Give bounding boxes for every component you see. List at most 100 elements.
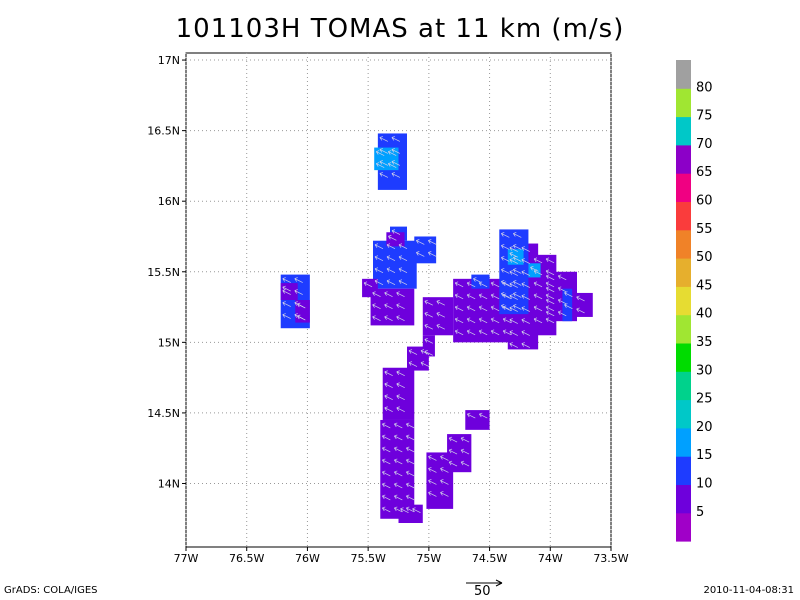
wind-vector <box>384 382 393 389</box>
wind-vector <box>509 258 518 264</box>
y-tick-label: 14.5N <box>147 407 180 420</box>
colorbar-label: 25 <box>696 392 713 407</box>
reference-vector <box>466 579 503 587</box>
wind-vector <box>521 342 530 348</box>
wind-vector <box>374 267 384 274</box>
wind-vector <box>509 330 518 336</box>
wind-vector <box>512 268 522 274</box>
wind-vector <box>466 317 476 324</box>
wind-vector <box>381 482 391 489</box>
wind-vector <box>296 302 306 309</box>
wind-vector <box>478 305 488 312</box>
wind-vector <box>381 494 391 501</box>
wind-vector <box>393 458 403 465</box>
wind-vector <box>408 361 418 367</box>
wind-vector <box>454 329 464 336</box>
wind-vector <box>530 265 539 272</box>
y-tick-label: 15N <box>158 336 180 349</box>
wind-vector <box>576 307 585 314</box>
wind-vector <box>282 301 291 307</box>
wind-vector <box>512 304 522 310</box>
wind-vector <box>415 239 425 245</box>
colorbar-label: 45 <box>696 278 713 293</box>
chart-title: 101103H TOMAS at 11 km (m/s) <box>175 14 625 44</box>
wind-vector <box>454 317 464 324</box>
wind-vector <box>478 317 488 324</box>
wind-vector <box>384 303 393 310</box>
wind-vector <box>478 293 488 300</box>
wind-vector <box>521 258 530 264</box>
wind-vector <box>454 293 464 300</box>
wind-vector <box>521 318 530 324</box>
wind-vector <box>396 382 405 389</box>
colorbar-segment <box>676 512 691 542</box>
wind-vector <box>533 317 543 324</box>
wind-vector <box>424 349 433 356</box>
wind-vector <box>374 255 384 262</box>
wind-vector <box>398 279 408 286</box>
wind-vector <box>405 422 415 429</box>
wind-vector <box>405 470 415 477</box>
y-tick-label: 16N <box>158 195 180 208</box>
wind-vector <box>545 274 555 281</box>
wind-vector <box>405 458 415 465</box>
wind-vector <box>576 295 585 302</box>
wind-vector <box>509 282 518 288</box>
wind-vector <box>384 291 393 298</box>
colorbar-segment <box>676 343 691 372</box>
wind-vector <box>521 294 530 300</box>
footer-timestamp: 2010-11-04-08:31 <box>703 585 794 596</box>
wind-vector <box>381 458 391 465</box>
wind-vector <box>500 304 510 310</box>
colorbar-segment <box>676 116 691 146</box>
colorbar-label: 35 <box>696 335 713 350</box>
wind-vector <box>387 150 397 156</box>
colorbar-segment <box>676 201 691 231</box>
wind-vector <box>512 244 522 250</box>
wind-cell <box>373 240 417 289</box>
colorbar-segment <box>676 371 691 401</box>
colorbar-segment <box>676 456 691 485</box>
wind-vector <box>381 506 391 513</box>
x-tick-label: 76W <box>295 552 320 565</box>
wind-vector <box>379 148 389 154</box>
wind-vector <box>557 274 567 281</box>
wind-vector <box>374 279 384 286</box>
wind-vector <box>379 136 389 142</box>
wind-vector <box>521 306 530 312</box>
colorbar-segment <box>676 258 691 287</box>
y-axis-ticks: 14N 14.5N 15N 15.5N 16N 16.5N 17N <box>147 54 186 490</box>
colorbar: 5 10 15 20 25 30 35 40 45 50 55 60 65 70 75 80 <box>676 60 713 542</box>
wind-cell <box>386 232 405 247</box>
x-tick-label: 75.5W <box>350 552 385 565</box>
wind-vector <box>436 299 445 306</box>
wind-vector <box>400 507 409 513</box>
wind-vector <box>405 482 415 489</box>
wind-vector <box>564 303 573 310</box>
wind-vector <box>466 305 476 312</box>
wind-vector <box>509 246 518 252</box>
wind-cell <box>398 504 423 524</box>
wind-cell <box>382 367 415 420</box>
wind-vector <box>398 255 408 262</box>
wind-cell <box>562 288 573 322</box>
x-tick-label: 75W <box>416 552 441 565</box>
wind-vector <box>509 294 518 300</box>
wind-vector <box>381 446 391 453</box>
footer-credit: GrADS: COLA/IGES <box>4 585 98 596</box>
wind-vector <box>502 329 512 336</box>
y-tick-label: 15.5N <box>147 266 180 279</box>
wind-vector <box>375 150 385 156</box>
wind-vector <box>405 446 415 453</box>
wind-vector <box>379 172 389 178</box>
y-tick-label: 17N <box>158 54 180 67</box>
wind-vector <box>398 267 408 274</box>
wind-vector <box>381 470 391 477</box>
colorbar-segment <box>676 399 691 429</box>
wind-vector <box>533 293 543 300</box>
wind-vector <box>500 232 510 238</box>
wind-vector <box>460 448 470 455</box>
wind-vector <box>512 256 522 262</box>
wind-vector <box>545 281 555 288</box>
wind-vector <box>428 479 437 485</box>
